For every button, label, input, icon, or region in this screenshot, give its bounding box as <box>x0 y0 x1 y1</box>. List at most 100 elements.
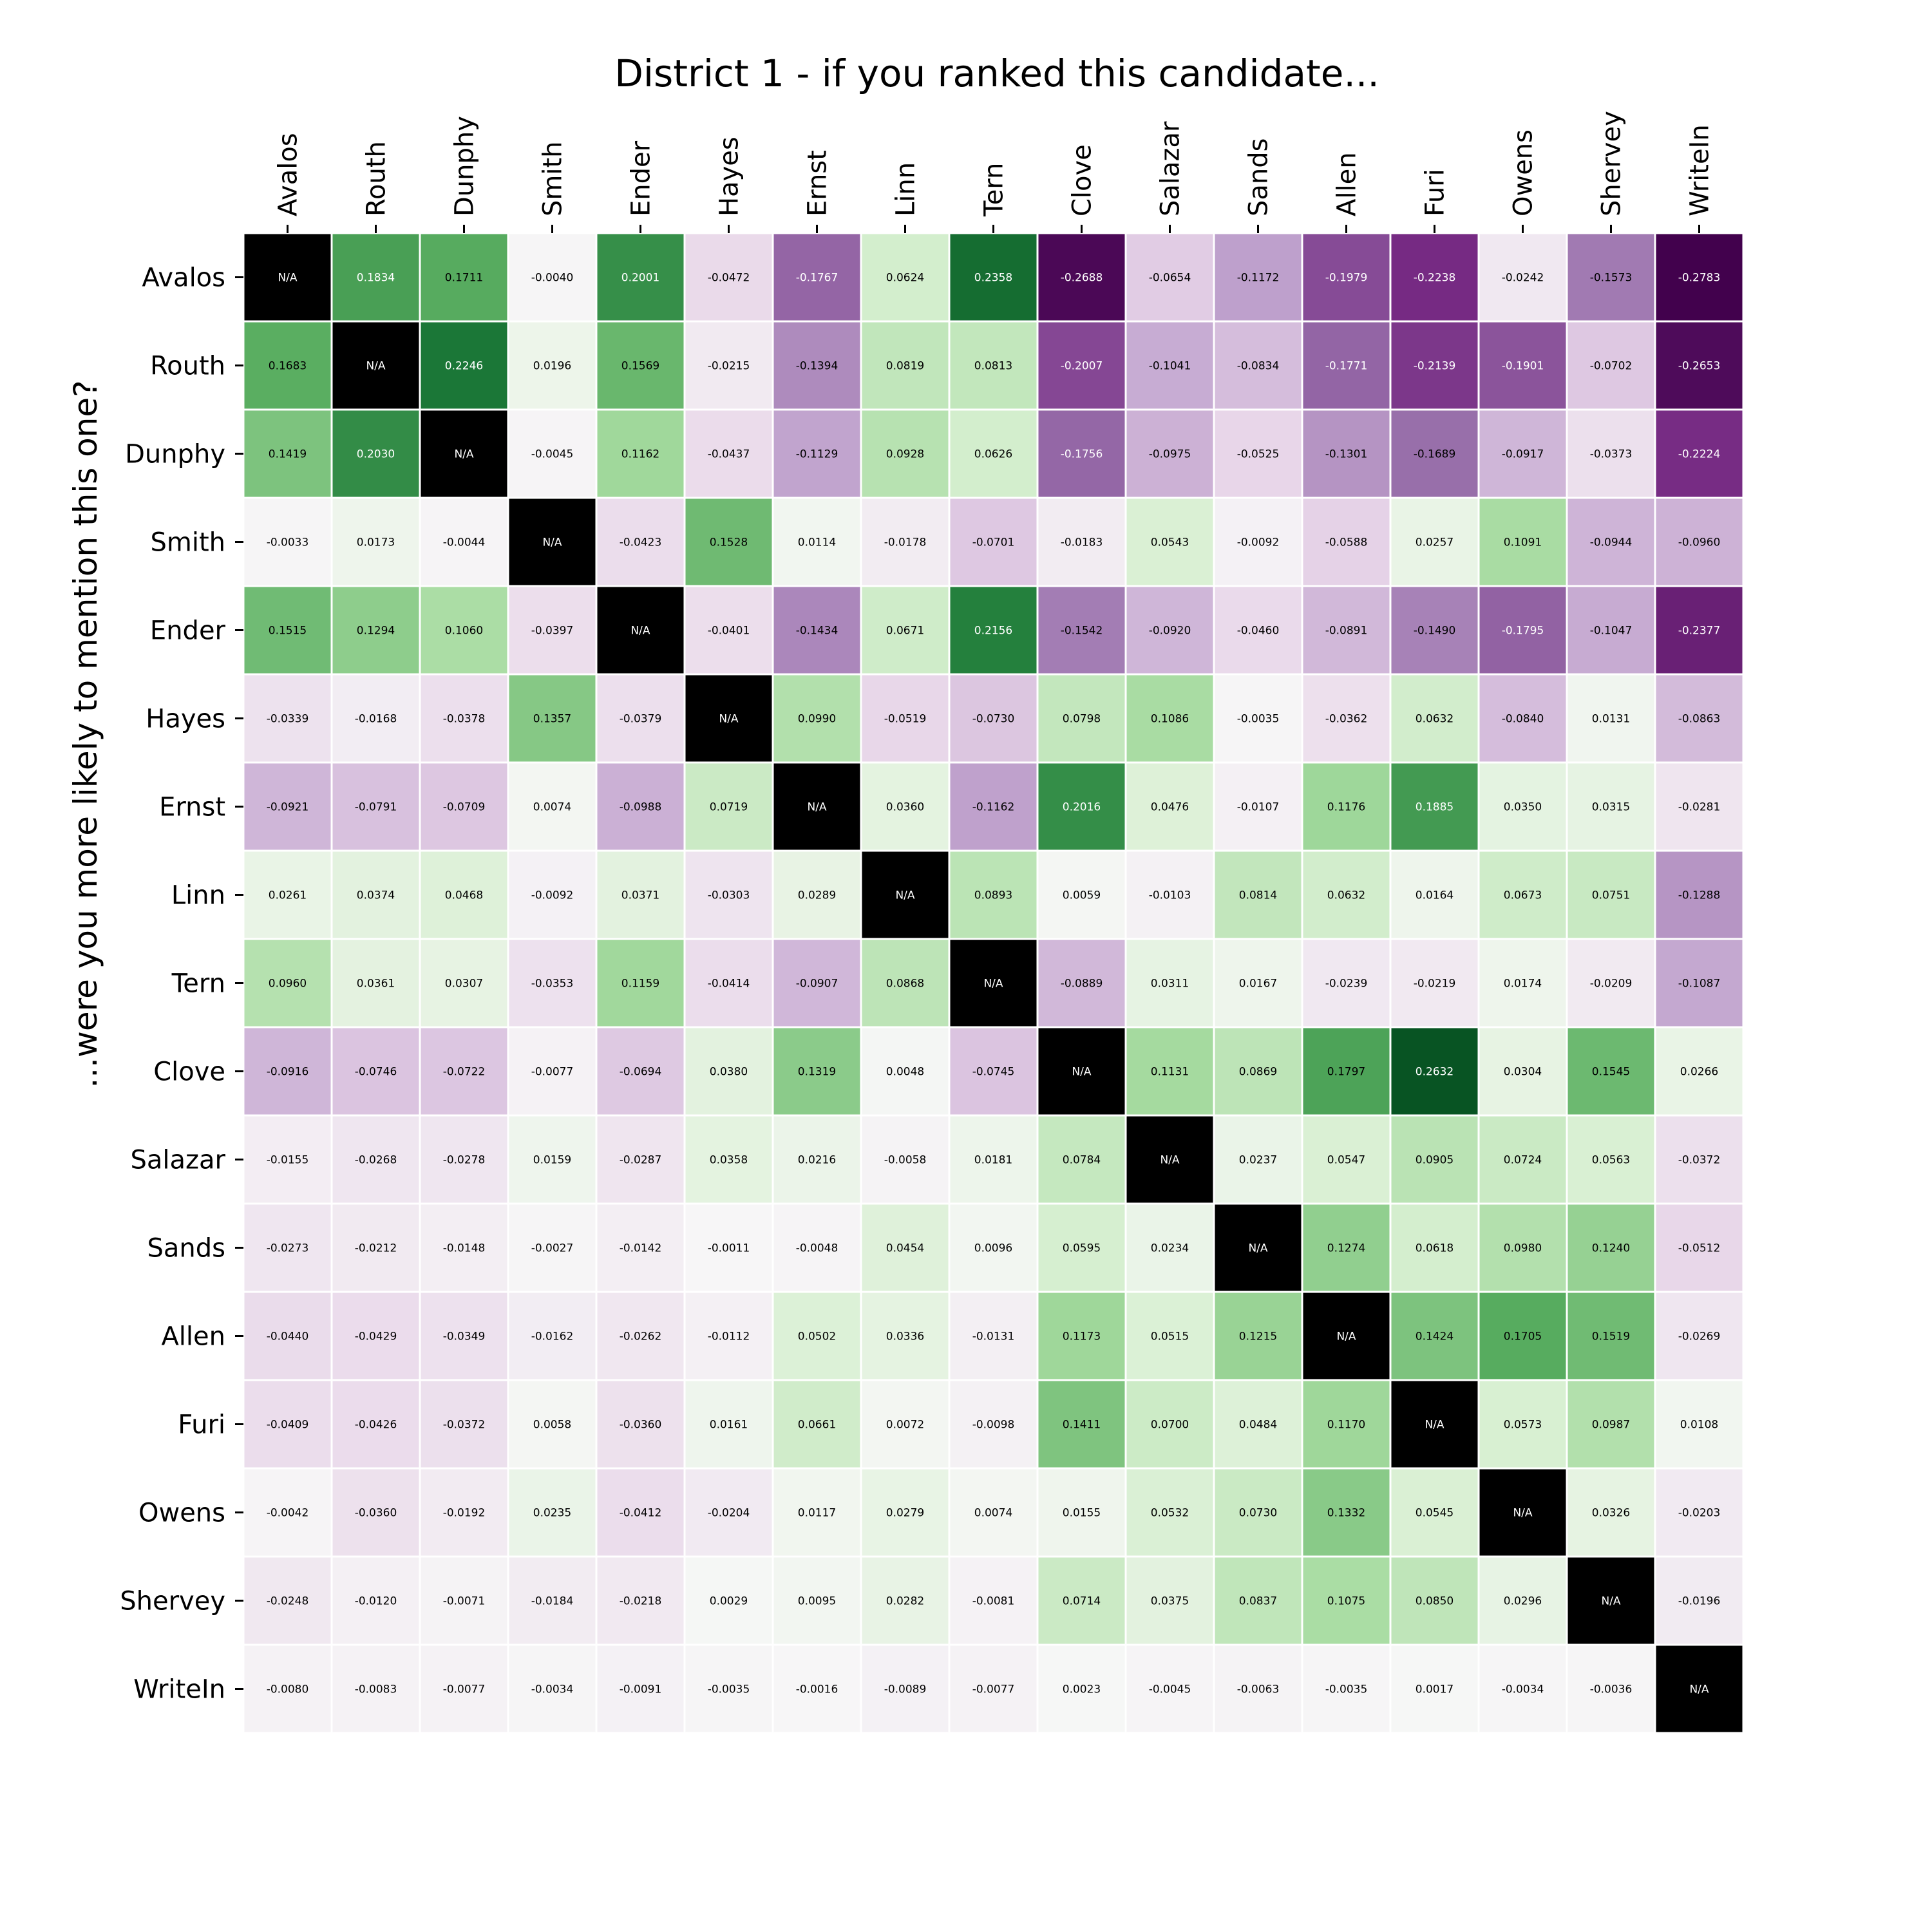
heatmap-cell <box>242 1555 333 1646</box>
cell-value-label: 0.1705 <box>1504 1331 1542 1343</box>
cell-value-label: -0.0011 <box>708 1242 750 1255</box>
heatmap-cell <box>1124 408 1215 499</box>
cell-value-label: 0.0868 <box>886 978 924 990</box>
heatmap-cell <box>330 1643 421 1734</box>
heatmap-cell <box>1389 938 1480 1028</box>
heatmap-cell <box>1124 1379 1215 1470</box>
heatmap-cell <box>507 673 598 764</box>
x-tick-label: Avalos <box>274 133 303 216</box>
cell-value-label: -0.0397 <box>531 625 574 638</box>
cell-value-label: -0.0512 <box>1678 1242 1721 1255</box>
cell-value-label: -0.0204 <box>708 1507 750 1520</box>
cell-value-label: N/A <box>983 978 1003 990</box>
cell-value-label: 0.1075 <box>1327 1595 1365 1608</box>
heatmap-cell <box>772 585 862 676</box>
cell-value-label: 0.0573 <box>1504 1419 1542 1432</box>
cell-value-label: 0.0700 <box>1151 1419 1189 1432</box>
heatmap-cell <box>1301 938 1392 1028</box>
heatmap-cell <box>1654 585 1745 676</box>
heatmap-cell <box>683 585 774 676</box>
heatmap-cell <box>419 849 509 940</box>
heatmap-cell <box>1213 232 1303 323</box>
cell-value-label: -0.0907 <box>796 978 838 990</box>
y-tick-label: Ender <box>150 616 226 646</box>
heatmap-cell <box>772 1291 862 1381</box>
cell-value-label: 0.0282 <box>886 1595 924 1608</box>
cell-value-label: 0.1683 <box>269 360 307 373</box>
cell-value-label: 0.0545 <box>1416 1507 1454 1520</box>
heatmap-cell <box>860 1202 951 1293</box>
cell-value-label: 0.0714 <box>1063 1595 1101 1608</box>
cell-value-label: -0.1047 <box>1590 625 1633 638</box>
heatmap-cell <box>330 1202 421 1293</box>
cell-value-label: -0.0092 <box>531 889 574 902</box>
cell-value-label: 0.2246 <box>445 360 483 373</box>
heatmap-cell <box>860 497 951 587</box>
cell-value-label: -0.1490 <box>1414 625 1456 638</box>
heatmap-cell <box>1477 938 1568 1028</box>
cell-value-label: -0.0016 <box>796 1683 838 1696</box>
cell-value-label: 0.0216 <box>798 1154 836 1167</box>
cell-value-label: -0.0083 <box>355 1683 397 1696</box>
heatmap-cell <box>419 1643 509 1734</box>
y-tick-label: Ernst <box>159 793 225 822</box>
cell-value-label: -0.0148 <box>443 1242 486 1255</box>
cell-value-label: -0.0077 <box>972 1683 1015 1696</box>
cell-value-label: 0.1131 <box>1151 1066 1189 1079</box>
cell-value-label: -0.0215 <box>708 360 750 373</box>
cell-value-label: 0.0164 <box>1416 889 1454 902</box>
y-tick-label: Allen <box>161 1322 225 1352</box>
cell-value-label: 0.1240 <box>1592 1242 1630 1255</box>
cell-value-label: 0.0375 <box>1151 1595 1189 1608</box>
cell-value-label: -0.0889 <box>1061 978 1103 990</box>
cell-value-label: 0.0798 <box>1063 713 1101 726</box>
cell-value-label: 0.0161 <box>710 1419 748 1432</box>
heatmap-cell <box>1654 1643 1745 1734</box>
heatmap-cell <box>242 849 333 940</box>
cell-value-label: -0.0360 <box>620 1419 662 1432</box>
cell-value-label: -0.1172 <box>1237 272 1280 285</box>
cell-value-label: -0.0107 <box>1237 801 1280 814</box>
y-tick-label: Linn <box>171 881 225 911</box>
cell-value-label: 0.1519 <box>1592 1331 1630 1343</box>
cell-value-label: N/A <box>1513 1507 1532 1520</box>
cell-value-label: 0.0114 <box>798 536 836 549</box>
cell-value-label: 0.0673 <box>1504 889 1542 902</box>
heatmap-cell <box>1566 761 1656 852</box>
cell-value-label: -0.0588 <box>1325 536 1368 549</box>
cell-value-label: 0.1060 <box>445 625 483 638</box>
heatmap-cell <box>1213 938 1303 1028</box>
cell-value-label: -0.0891 <box>1325 625 1368 638</box>
heatmap-cell <box>419 761 509 852</box>
heatmap-cell <box>948 408 1039 499</box>
heatmap-cell <box>507 585 598 676</box>
cell-value-label: -0.0920 <box>1149 625 1191 638</box>
cell-value-label: -0.0112 <box>708 1331 750 1343</box>
cell-value-label: -0.0184 <box>531 1595 574 1608</box>
heatmap-cell <box>1036 585 1127 676</box>
y-tick-labels: Avalos Routh Dunphy Smith Ender Hayes Ernst Lin… <box>120 263 243 1705</box>
x-tick-label: Ender <box>627 140 656 216</box>
heatmap-cell <box>507 1379 598 1470</box>
cell-value-label: 0.0311 <box>1151 978 1189 990</box>
cell-value-label: N/A <box>454 448 473 461</box>
cell-value-label: 0.1545 <box>1592 1066 1630 1079</box>
cell-value-label: 0.0074 <box>974 1507 1012 1520</box>
heatmap-cell <box>330 1555 421 1646</box>
cell-value-label: -0.0412 <box>620 1507 662 1520</box>
heatmap-cell <box>595 585 686 676</box>
cell-value-label: -0.0988 <box>620 801 662 814</box>
cell-value-label: N/A <box>1689 1683 1709 1696</box>
y-tick-label: Routh <box>150 352 225 381</box>
cell-value-label: -0.0960 <box>1678 536 1721 549</box>
heatmap-cell <box>1213 1202 1303 1293</box>
heatmap-cell <box>772 938 862 1028</box>
heatmap-cell <box>948 1202 1039 1293</box>
cell-value-label: -0.0654 <box>1149 272 1191 285</box>
cell-value-label: 0.0304 <box>1504 1066 1542 1079</box>
cell-value-label: 0.1319 <box>798 1066 836 1079</box>
cell-value-label: -0.2653 <box>1678 360 1721 373</box>
cell-value-label: -0.0044 <box>443 536 486 549</box>
cell-value-label: 0.0167 <box>1239 978 1277 990</box>
